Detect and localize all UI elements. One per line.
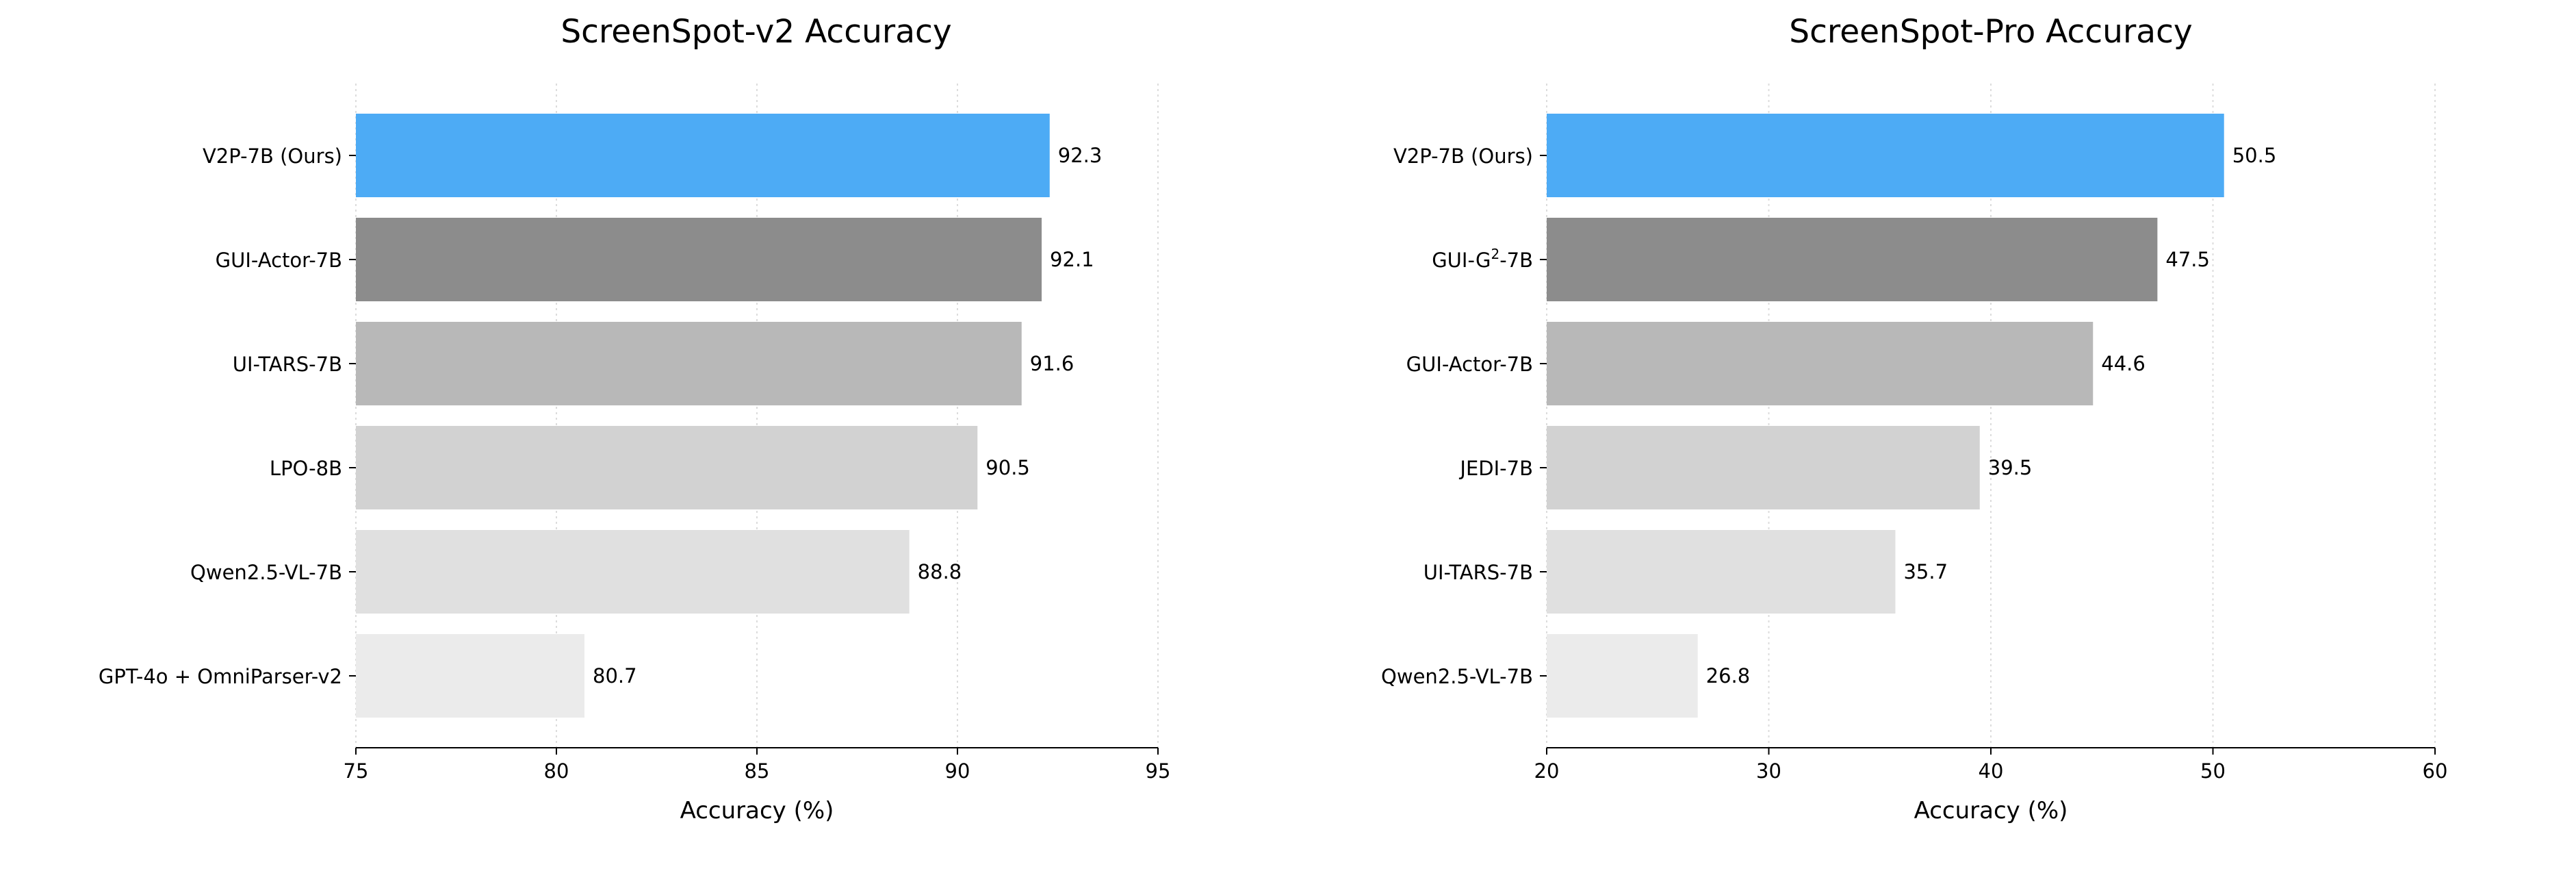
bar-value-label: 50.5 <box>2232 144 2277 167</box>
x-tick-label: 95 <box>1146 759 1171 783</box>
bar-value-label: 92.3 <box>1058 144 1103 167</box>
bar-gui-g-7b <box>1547 218 2158 301</box>
bar-value-label: 47.5 <box>2165 248 2210 271</box>
bar-value-label: 90.5 <box>986 456 1030 479</box>
x-axis-label: Accuracy (%) <box>680 797 834 824</box>
bar-ui-tars-7b <box>1547 530 1896 614</box>
bar-gui-actor-7b <box>1547 322 2094 405</box>
bar-lpo-8b <box>356 426 978 509</box>
chart-title: ScreenSpot-v2 Accuracy <box>561 13 951 51</box>
bar-value-label: 80.7 <box>593 664 637 687</box>
bar-value-label: 35.7 <box>1903 560 1948 583</box>
y-tick-label: LPO-8B <box>270 457 342 480</box>
bar-gui-actor-7b <box>356 218 1042 301</box>
bar-value-label: 91.6 <box>1030 352 1074 375</box>
y-tick-label: Qwen2.5-VL-7B <box>190 561 342 584</box>
y-tick-label: UI-TARS-7B <box>233 353 342 376</box>
x-axis-label: Accuracy (%) <box>1914 797 2068 824</box>
x-tick-label: 90 <box>945 759 970 783</box>
bar-jedi-7b <box>1547 426 1980 509</box>
chart-screenspot-v2: ScreenSpot-v2 Accuracy V2P-7B (Ours) 92.3 G… <box>99 13 1171 824</box>
y-tick-label: V2P-7B (Ours) <box>203 144 342 168</box>
y-tick-label: JEDI-7B <box>1458 457 1533 480</box>
bar-v2p-7b-ours <box>1547 114 2224 197</box>
chart-screenspot-pro: ScreenSpot-Pro Accuracy V2P-7B (Ours) 50.5… <box>1381 13 2447 824</box>
bar-v2p-7b-ours <box>356 114 1050 197</box>
bar-ui-tars-7b <box>356 322 1022 405</box>
x-tick-label: 60 <box>2423 759 2448 783</box>
chart-title: ScreenSpot-Pro Accuracy <box>1789 13 2192 51</box>
bar-gpt-4o-omniparser-v2 <box>356 634 585 718</box>
bar-value-label: 88.8 <box>918 560 962 583</box>
bar-value-label: 39.5 <box>1988 456 2033 479</box>
bar-value-label: 26.8 <box>1706 664 1751 687</box>
x-tick-label: 80 <box>544 759 569 783</box>
bar-value-label: 92.1 <box>1050 248 1094 271</box>
bar-value-label: 44.6 <box>2101 352 2146 375</box>
x-tick-label: 20 <box>1534 759 1560 783</box>
y-tick-label: V2P-7B (Ours) <box>1393 144 1533 168</box>
y-tick-label: GUI-Actor-7B <box>216 249 342 272</box>
y-tick-label: GPT-4o + OmniParser-v2 <box>99 665 342 688</box>
y-tick-label: Qwen2.5-VL-7B <box>1381 665 1533 688</box>
x-tick-label: 75 <box>344 759 369 783</box>
x-tick-label: 30 <box>1756 759 1781 783</box>
x-tick-label: 50 <box>2200 759 2226 783</box>
y-tick-label: GUI-Actor-7B <box>1406 353 1533 376</box>
x-tick-label: 40 <box>1979 759 2004 783</box>
bar-qwen2-5-vl-7b <box>356 530 910 614</box>
y-tick-label: UI-TARS-7B <box>1424 561 1533 584</box>
x-tick-label: 85 <box>745 759 770 783</box>
bar-qwen2-5-vl-7b <box>1547 634 1698 718</box>
y-tick-label: GUI-G2-7B <box>1432 246 1533 272</box>
